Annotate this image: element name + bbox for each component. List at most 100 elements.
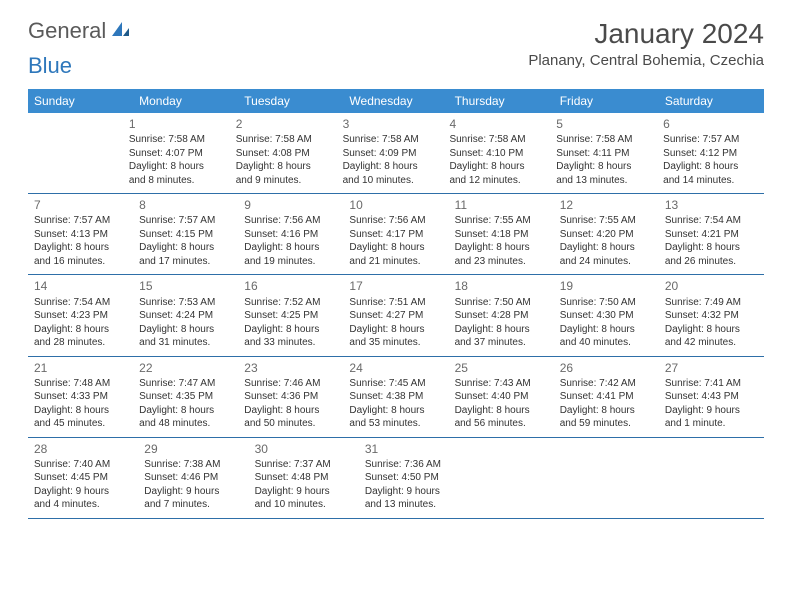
- day-number: 6: [663, 116, 758, 132]
- daylight-text: and 14 minutes.: [663, 174, 758, 188]
- daylight-text: and 1 minute.: [665, 417, 758, 431]
- sunrise-text: Sunrise: 7:52 AM: [244, 296, 337, 310]
- sunset-text: Sunset: 4:17 PM: [349, 228, 442, 242]
- sunset-text: Sunset: 4:15 PM: [139, 228, 232, 242]
- day-number: 1: [129, 116, 224, 132]
- day-number: 25: [455, 360, 548, 376]
- day-number: 31: [365, 441, 463, 457]
- day-cell: 15Sunrise: 7:53 AMSunset: 4:24 PMDayligh…: [133, 275, 238, 355]
- week-row: 28Sunrise: 7:40 AMSunset: 4:45 PMDayligh…: [28, 438, 764, 519]
- sunrise-text: Sunrise: 7:51 AM: [349, 296, 442, 310]
- sunrise-text: Sunrise: 7:43 AM: [455, 377, 548, 391]
- logo-text-blue: Blue: [28, 53, 72, 78]
- sunset-text: Sunset: 4:45 PM: [34, 471, 132, 485]
- sunset-text: Sunset: 4:10 PM: [449, 147, 544, 161]
- sunrise-text: Sunrise: 7:57 AM: [139, 214, 232, 228]
- daylight-text: and 33 minutes.: [244, 336, 337, 350]
- logo-text-gray: General: [28, 18, 106, 44]
- daylight-text: and 21 minutes.: [349, 255, 442, 269]
- daylight-text: Daylight: 8 hours: [349, 404, 442, 418]
- daylight-text: and 12 minutes.: [449, 174, 544, 188]
- sunset-text: Sunset: 4:23 PM: [34, 309, 127, 323]
- daylight-text: Daylight: 8 hours: [560, 323, 653, 337]
- day-cell: 31Sunrise: 7:36 AMSunset: 4:50 PMDayligh…: [359, 438, 469, 518]
- day-number: 5: [556, 116, 651, 132]
- sunset-text: Sunset: 4:30 PM: [560, 309, 653, 323]
- day-number: 12: [560, 197, 653, 213]
- daylight-text: and 17 minutes.: [139, 255, 232, 269]
- daylight-text: and 8 minutes.: [129, 174, 224, 188]
- week-row: 7Sunrise: 7:57 AMSunset: 4:13 PMDaylight…: [28, 194, 764, 275]
- sunset-text: Sunset: 4:13 PM: [34, 228, 127, 242]
- day-number: 20: [665, 278, 758, 294]
- sunset-text: Sunset: 4:11 PM: [556, 147, 651, 161]
- day-cell: 16Sunrise: 7:52 AMSunset: 4:25 PMDayligh…: [238, 275, 343, 355]
- weeks-container: 1Sunrise: 7:58 AMSunset: 4:07 PMDaylight…: [28, 113, 764, 519]
- empty-day-cell: [567, 438, 665, 518]
- sunrise-text: Sunrise: 7:40 AM: [34, 458, 132, 472]
- daylight-text: and 4 minutes.: [34, 498, 132, 512]
- daylight-text: and 10 minutes.: [255, 498, 353, 512]
- sunrise-text: Sunrise: 7:58 AM: [449, 133, 544, 147]
- daylight-text: Daylight: 9 hours: [144, 485, 242, 499]
- day-number: 30: [255, 441, 353, 457]
- day-number: 4: [449, 116, 544, 132]
- day-cell: 1Sunrise: 7:58 AMSunset: 4:07 PMDaylight…: [123, 113, 230, 193]
- day-number: 15: [139, 278, 232, 294]
- sunset-text: Sunset: 4:36 PM: [244, 390, 337, 404]
- sunrise-text: Sunrise: 7:53 AM: [139, 296, 232, 310]
- weekday-header-cell: Monday: [133, 89, 238, 113]
- sunrise-text: Sunrise: 7:48 AM: [34, 377, 127, 391]
- day-number: 27: [665, 360, 758, 376]
- day-number: 10: [349, 197, 442, 213]
- daylight-text: and 28 minutes.: [34, 336, 127, 350]
- daylight-text: Daylight: 8 hours: [665, 323, 758, 337]
- day-cell: 8Sunrise: 7:57 AMSunset: 4:15 PMDaylight…: [133, 194, 238, 274]
- daylight-text: Daylight: 9 hours: [34, 485, 132, 499]
- sunrise-text: Sunrise: 7:45 AM: [349, 377, 442, 391]
- daylight-text: Daylight: 8 hours: [34, 241, 127, 255]
- daylight-text: Daylight: 8 hours: [244, 323, 337, 337]
- daylight-text: Daylight: 8 hours: [139, 404, 232, 418]
- day-number: 2: [236, 116, 331, 132]
- sunset-text: Sunset: 4:16 PM: [244, 228, 337, 242]
- day-cell: 30Sunrise: 7:37 AMSunset: 4:48 PMDayligh…: [249, 438, 359, 518]
- daylight-text: and 19 minutes.: [244, 255, 337, 269]
- day-cell: 13Sunrise: 7:54 AMSunset: 4:21 PMDayligh…: [659, 194, 764, 274]
- sunrise-text: Sunrise: 7:50 AM: [455, 296, 548, 310]
- day-cell: 29Sunrise: 7:38 AMSunset: 4:46 PMDayligh…: [138, 438, 248, 518]
- daylight-text: Daylight: 8 hours: [34, 404, 127, 418]
- daylight-text: and 45 minutes.: [34, 417, 127, 431]
- daylight-text: and 42 minutes.: [665, 336, 758, 350]
- day-cell: 4Sunrise: 7:58 AMSunset: 4:10 PMDaylight…: [443, 113, 550, 193]
- day-number: 8: [139, 197, 232, 213]
- daylight-text: Daylight: 8 hours: [455, 323, 548, 337]
- sunrise-text: Sunrise: 7:54 AM: [34, 296, 127, 310]
- day-cell: 5Sunrise: 7:58 AMSunset: 4:11 PMDaylight…: [550, 113, 657, 193]
- weekday-header-cell: Sunday: [28, 89, 133, 113]
- daylight-text: Daylight: 8 hours: [449, 160, 544, 174]
- daylight-text: and 9 minutes.: [236, 174, 331, 188]
- day-cell: 12Sunrise: 7:55 AMSunset: 4:20 PMDayligh…: [554, 194, 659, 274]
- daylight-text: and 23 minutes.: [455, 255, 548, 269]
- day-number: 24: [349, 360, 442, 376]
- sunset-text: Sunset: 4:21 PM: [665, 228, 758, 242]
- sunrise-text: Sunrise: 7:57 AM: [34, 214, 127, 228]
- day-number: 17: [349, 278, 442, 294]
- sunrise-text: Sunrise: 7:56 AM: [349, 214, 442, 228]
- sunrise-text: Sunrise: 7:56 AM: [244, 214, 337, 228]
- title-block: January 2024 Planany, Central Bohemia, C…: [528, 18, 764, 69]
- daylight-text: Daylight: 9 hours: [255, 485, 353, 499]
- weekday-header-cell: Thursday: [449, 89, 554, 113]
- daylight-text: and 16 minutes.: [34, 255, 127, 269]
- sunset-text: Sunset: 4:12 PM: [663, 147, 758, 161]
- empty-day-cell: [469, 438, 567, 518]
- daylight-text: and 13 minutes.: [365, 498, 463, 512]
- daylight-text: Daylight: 8 hours: [343, 160, 438, 174]
- week-row: 14Sunrise: 7:54 AMSunset: 4:23 PMDayligh…: [28, 275, 764, 356]
- sunrise-text: Sunrise: 7:58 AM: [129, 133, 224, 147]
- sail-icon: [110, 18, 130, 44]
- daylight-text: and 10 minutes.: [343, 174, 438, 188]
- day-number: 13: [665, 197, 758, 213]
- day-cell: 7Sunrise: 7:57 AMSunset: 4:13 PMDaylight…: [28, 194, 133, 274]
